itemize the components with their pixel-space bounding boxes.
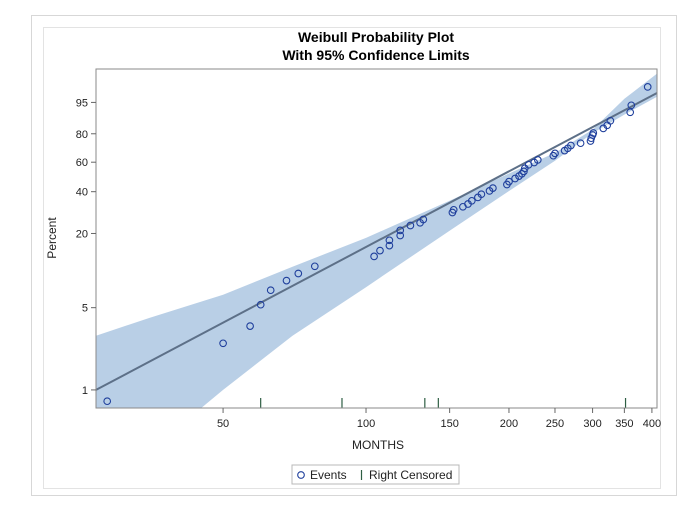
x-tick-label: 50 [217, 418, 229, 430]
event-point [370, 252, 378, 261]
legend-frame [291, 464, 460, 485]
y-axis: 1 5 20 40 60 80 95 [76, 97, 96, 397]
event-point [511, 174, 519, 183]
x-axis-label: MONTHS [352, 438, 404, 452]
event-point [567, 141, 575, 150]
event-point [643, 83, 652, 91]
event-point [385, 236, 394, 245]
x-tick-label: 100 [357, 418, 375, 430]
x-tick-label: 200 [500, 418, 518, 430]
y-tick-label: 20 [76, 228, 88, 240]
x-axis: 50 100 150 200 250 300 350 400 [217, 408, 661, 430]
y-tick-label: 40 [76, 187, 88, 199]
y-axis-label: Percent [45, 217, 59, 259]
event-point [505, 177, 513, 186]
chart-title: Weibull Probability Plot [298, 29, 454, 45]
y-tick-label: 5 [82, 303, 88, 315]
event-point [376, 246, 384, 255]
x-tick-label: 400 [643, 418, 661, 430]
event-point [396, 226, 405, 235]
event-point [256, 300, 265, 309]
event-point [246, 322, 254, 330]
event-point [549, 151, 558, 160]
event-point [396, 231, 405, 240]
y-tick-label: 80 [76, 129, 88, 141]
event-point [489, 184, 497, 192]
event-point [533, 156, 542, 164]
event-point [589, 129, 598, 137]
event-point [219, 339, 227, 348]
event-point [467, 196, 476, 205]
event-point [520, 167, 528, 176]
event-point [419, 215, 428, 224]
event-point [627, 101, 636, 110]
plot-frame [95, 68, 658, 409]
event-point [606, 116, 615, 125]
event-point [294, 269, 303, 278]
event-point [626, 108, 635, 117]
legend: Events Right Censored [291, 464, 460, 485]
legend-events-label: Events [310, 468, 347, 482]
event-points-layer [103, 83, 652, 406]
x-tick-label: 300 [583, 418, 601, 430]
event-point [310, 262, 319, 271]
y-tick-label: 1 [82, 385, 88, 397]
event-point [477, 190, 486, 199]
chart-subtitle: With 95% Confidence Limits [282, 47, 470, 63]
event-point [449, 205, 458, 214]
event-point [103, 397, 112, 406]
y-tick-label: 95 [76, 97, 88, 109]
legend-events-marker [297, 471, 305, 479]
y-tick-label: 60 [76, 157, 88, 169]
event-point [576, 139, 585, 148]
x-tick-label: 150 [440, 418, 458, 430]
event-point [282, 276, 291, 285]
event-point [406, 221, 415, 230]
event-point [385, 241, 394, 250]
fit-line-layer [96, 92, 657, 391]
event-point [266, 286, 275, 295]
censored-marks-layer [260, 398, 627, 408]
x-tick-label: 250 [546, 418, 564, 430]
x-tick-label: 350 [615, 418, 633, 430]
event-point [551, 149, 559, 158]
legend-censored-label: Right Censored [369, 468, 452, 482]
fit-line [96, 92, 657, 391]
